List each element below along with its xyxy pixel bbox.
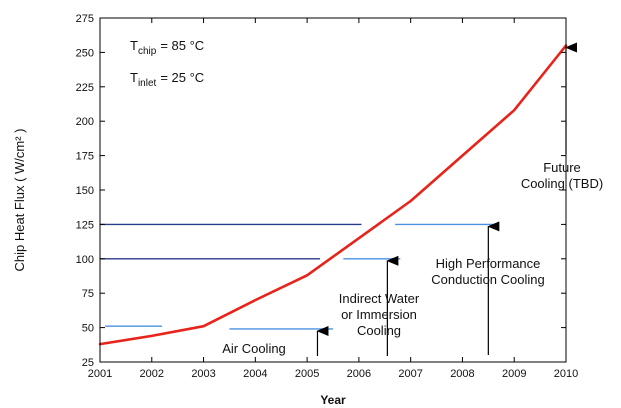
annotation-line: Air Cooling — [222, 341, 286, 356]
x-tick-label: 2002 — [140, 368, 164, 380]
labels: 25 50 75 100 125 150 175 200 225 250 275 2001 2002 20… — [12, 13, 603, 407]
annotation-line: Conduction Cooling — [431, 272, 544, 287]
annotation-line: Indirect Water — [339, 291, 420, 306]
cooling-range-lines — [100, 223, 499, 330]
x-axis-label: Year — [320, 393, 346, 407]
x-tick-label: 2009 — [502, 368, 526, 380]
y-tick-label: 150 — [76, 185, 94, 197]
y-tick-label: 250 — [76, 47, 94, 59]
y-tick-label: 200 — [76, 116, 94, 128]
series-line-heat-flux — [98, 44, 568, 346]
x-tick-label: 2006 — [347, 368, 371, 380]
annotation-label: Air Cooling — [222, 341, 286, 356]
annotation-line: High Performance — [436, 256, 541, 271]
y-tick-label: 275 — [76, 13, 94, 25]
annotation-label: High Performance Conduction Cooling — [431, 256, 544, 287]
y-axis-label: Chip Heat Flux ( W/cm² ) — [12, 128, 27, 271]
x-tick-label: 2008 — [450, 368, 474, 380]
annotation-line: Cooling (TBD) — [521, 176, 603, 191]
axes — [99, 17, 567, 363]
x-tick-label: 2010 — [554, 368, 578, 380]
y-tick-label: 25 — [82, 357, 94, 369]
annotation-label: Indirect Water or Immersion Cooling — [339, 291, 420, 338]
y-tick-label: 50 — [82, 323, 94, 335]
annotation-label: Future Cooling (TBD) — [521, 160, 603, 191]
annotation-line: Future — [543, 160, 581, 175]
y-tick-label: 225 — [76, 82, 94, 94]
condition-label: Tchip = 85 °C — [130, 38, 204, 57]
condition-label: Tinlet = 25 °C — [130, 70, 204, 89]
annotation-line: or Immersion — [341, 307, 417, 322]
y-tick-label: 125 — [76, 219, 94, 231]
series-layer — [98, 44, 568, 346]
x-tick-label: 2005 — [295, 368, 319, 380]
y-tick-label: 175 — [76, 151, 94, 163]
x-tick-label: 2001 — [88, 368, 112, 380]
x-tick-label: 2003 — [191, 368, 215, 380]
x-tick-label: 2007 — [398, 368, 422, 380]
x-tick-label: 2004 — [243, 368, 267, 380]
y-tick-label: 100 — [76, 254, 94, 266]
y-tick-label: 75 — [82, 288, 94, 300]
annotation-line: Cooling — [357, 323, 401, 338]
